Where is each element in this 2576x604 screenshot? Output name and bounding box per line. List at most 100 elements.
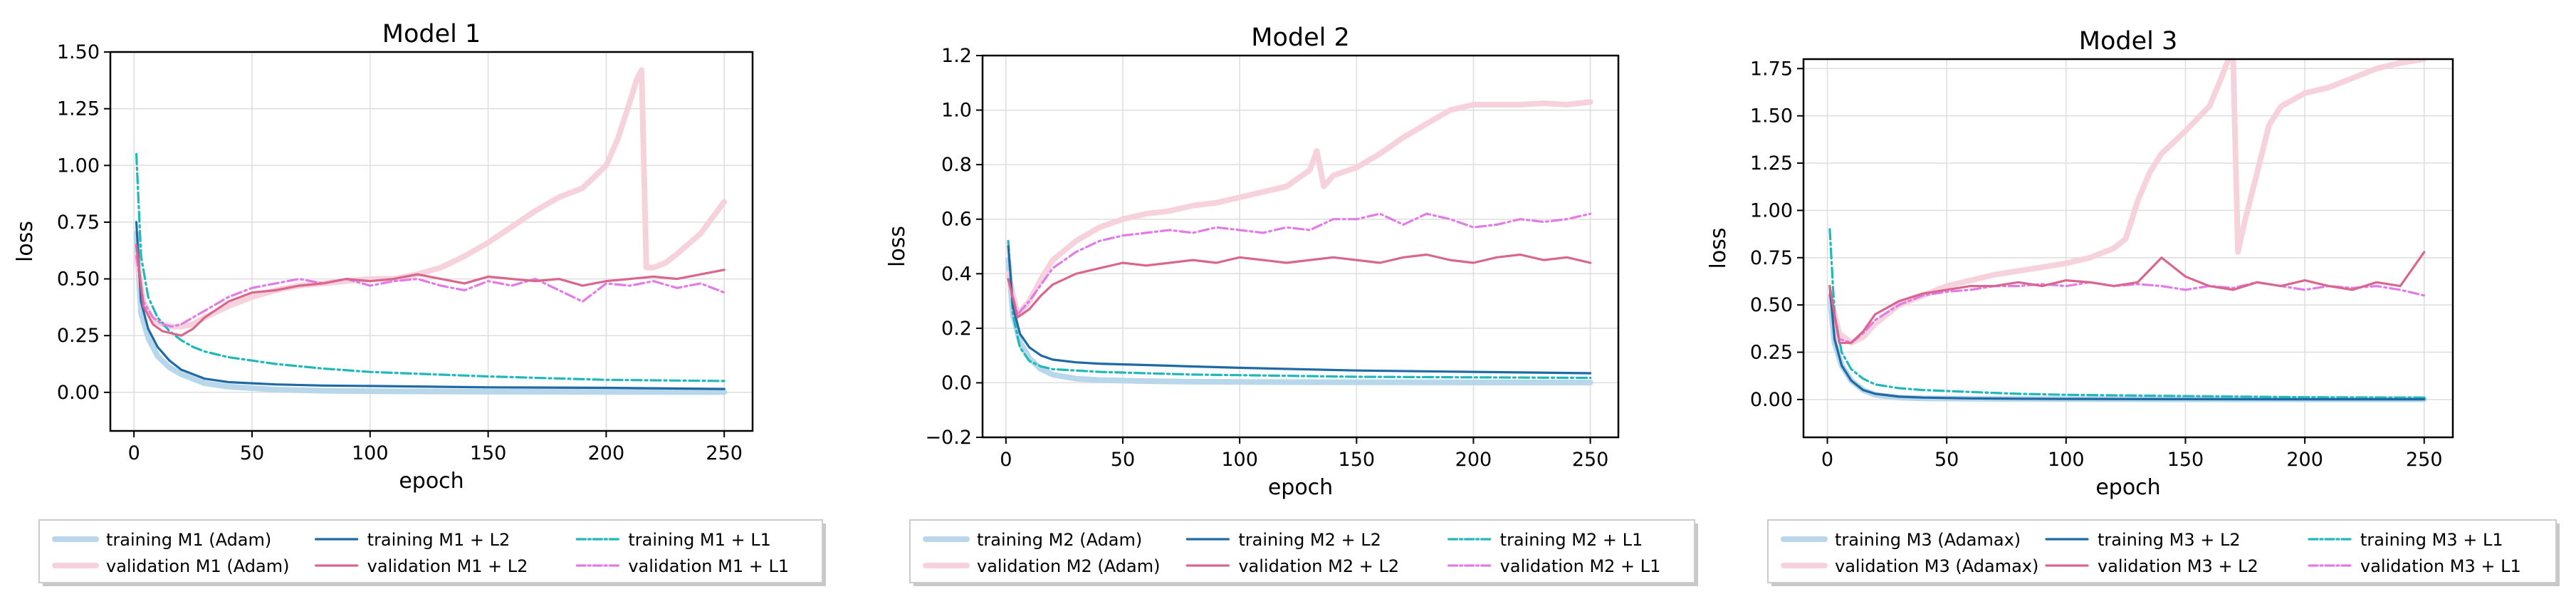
chart-panel-1: 0 50 100 150 200 250 0.00 0.25 0.50 0.75 1.00 1.25 1… bbox=[13, 20, 826, 586]
x-axis-label: epoch bbox=[2095, 475, 2160, 500]
x-tick-label: 100 bbox=[352, 442, 389, 464]
legend-label: validation M2 (Adam) bbox=[977, 556, 1160, 576]
legend-box bbox=[1767, 519, 2557, 583]
series-line-train-l2 bbox=[1828, 285, 2426, 401]
y-tick-label: 0.00 bbox=[57, 382, 100, 404]
series-line-train-l1 bbox=[1007, 239, 1592, 380]
x-tick-label: 250 bbox=[706, 442, 743, 464]
legend-label: training M2 + L2 bbox=[1238, 530, 1381, 550]
y-tick-label: 1.75 bbox=[1750, 58, 1793, 80]
x-tick-label: 150 bbox=[2167, 449, 2204, 471]
legend-label: training M3 + L1 bbox=[2360, 530, 2503, 550]
x-tick-label: 0 bbox=[1000, 449, 1012, 471]
y-tick-label: 0.8 bbox=[941, 154, 972, 176]
x-tick-label: 50 bbox=[240, 442, 264, 464]
legend-label: training M1 + L1 bbox=[628, 530, 771, 550]
series-line-val-l1 bbox=[1007, 212, 1592, 316]
legend-label: training M1 (Adam) bbox=[106, 530, 271, 550]
series-line-train-l1 bbox=[1828, 228, 2426, 399]
legend-box bbox=[38, 519, 823, 583]
chart-title: Model 3 bbox=[2079, 27, 2177, 56]
series-line-val-l2 bbox=[135, 244, 726, 337]
legend-label: training M1 + L2 bbox=[367, 530, 511, 550]
y-tick-label: 0.75 bbox=[57, 212, 100, 234]
series-line-val-l2 bbox=[1828, 251, 2426, 344]
y-tick-label: 1.50 bbox=[57, 41, 100, 63]
y-tick-label: 1.25 bbox=[1750, 152, 1793, 175]
y-tick-label: 1.0 bbox=[941, 100, 972, 122]
x-tick-label: 200 bbox=[2286, 449, 2323, 471]
legend-label: validation M3 + L1 bbox=[2360, 556, 2521, 576]
legend-label: training M2 (Adam) bbox=[977, 530, 1142, 550]
x-tick-label: 200 bbox=[588, 442, 625, 464]
y-tick-label: −0.2 bbox=[925, 427, 972, 449]
legend-label: validation M1 + L2 bbox=[367, 556, 528, 576]
series-line-train-l2 bbox=[135, 221, 726, 390]
y-tick-label: 1.00 bbox=[57, 155, 100, 177]
legend-label: validation M3 (Adamax) bbox=[1835, 556, 2038, 576]
y-tick-label: 0.4 bbox=[941, 263, 972, 285]
y-tick-label: 1.25 bbox=[57, 98, 100, 120]
series-line-val-l2 bbox=[1007, 253, 1592, 319]
y-tick-label: 1.2 bbox=[941, 45, 972, 67]
plot-frame bbox=[981, 54, 1620, 439]
legend: training M3 (Adamax) training M3 + L2 trai… bbox=[1767, 519, 2560, 586]
x-axis-label: epoch bbox=[399, 469, 464, 494]
y-tick-label: 0.25 bbox=[57, 325, 100, 347]
y-tick-label: 1.50 bbox=[1750, 105, 1793, 127]
series-line-train-l1 bbox=[135, 152, 726, 382]
x-tick-label: 250 bbox=[1572, 449, 1609, 471]
x-axis-label: epoch bbox=[1268, 475, 1333, 500]
series-line-train-base bbox=[1005, 257, 1593, 385]
series-group bbox=[1005, 99, 1593, 385]
x-tick-label: 150 bbox=[470, 442, 507, 464]
y-tick-label: 0.75 bbox=[1750, 247, 1793, 269]
series-line-val-base bbox=[133, 67, 728, 330]
legend-label: validation M2 + L2 bbox=[1238, 556, 1399, 576]
y-tick-label: 0.00 bbox=[1750, 389, 1793, 411]
series-group bbox=[1826, 59, 2427, 402]
y-tick-label: 0.50 bbox=[57, 269, 100, 291]
legend-box bbox=[909, 519, 1695, 583]
legend-label: training M3 + L2 bbox=[2098, 530, 2241, 550]
chart-panel-2: 0 50 100 150 200 250 −0.2 0.0 0.2 0.4 0.6 0.8 1.0 1.2… bbox=[885, 24, 1698, 586]
series-line-val-l1 bbox=[135, 255, 726, 328]
plot-area bbox=[1803, 59, 2453, 437]
series-line-train-l2 bbox=[1007, 245, 1592, 375]
chart-title: Model 1 bbox=[382, 20, 481, 48]
legend-label: validation M2 + L1 bbox=[1500, 556, 1661, 576]
chart-title: Model 2 bbox=[1251, 24, 1349, 52]
x-tick-label: 150 bbox=[1339, 449, 1376, 471]
chart-panel-3: 0 50 100 150 200 250 0.00 0.25 0.50 0.75 1.00 1.25 1… bbox=[1706, 27, 2560, 586]
y-tick-label: 0.25 bbox=[1750, 342, 1793, 364]
plot-frame bbox=[109, 51, 754, 432]
x-tick-label: 250 bbox=[2406, 449, 2443, 471]
x-tick-label: 50 bbox=[1111, 449, 1135, 471]
x-tick-label: 0 bbox=[1821, 449, 1833, 471]
x-tick-label: 100 bbox=[1221, 449, 1258, 471]
legend-label: validation M1 (Adam) bbox=[106, 556, 289, 576]
legend-label: validation M1 + L1 bbox=[628, 556, 789, 576]
x-tick-label: 100 bbox=[2048, 449, 2085, 471]
series-line-train-base bbox=[133, 230, 728, 395]
y-axis-label: loss bbox=[1706, 228, 1731, 269]
y-tick-label: 0.0 bbox=[941, 372, 972, 394]
x-tick-label: 0 bbox=[128, 442, 140, 464]
series-group bbox=[133, 67, 728, 395]
legend-label: training M3 (Adamax) bbox=[1835, 530, 2021, 550]
plot-frame bbox=[1802, 58, 2454, 439]
x-tick-label: 50 bbox=[1934, 449, 1959, 471]
legend: training M1 (Adam) training M1 + L2 traini… bbox=[38, 519, 826, 586]
y-tick-label: 0.2 bbox=[941, 318, 972, 340]
legend: training M2 (Adam) training M2 + L2 traini… bbox=[909, 519, 1698, 586]
legend-label: training M2 + L1 bbox=[1500, 530, 1643, 550]
y-axis-label: loss bbox=[885, 226, 910, 267]
x-tick-label: 200 bbox=[1455, 449, 1492, 471]
y-tick-label: 0.50 bbox=[1750, 294, 1793, 316]
legend-label: validation M3 + L2 bbox=[2098, 556, 2258, 576]
series-line-val-base bbox=[1005, 99, 1593, 318]
y-tick-label: 1.00 bbox=[1750, 199, 1793, 222]
y-axis-label: loss bbox=[13, 221, 38, 262]
